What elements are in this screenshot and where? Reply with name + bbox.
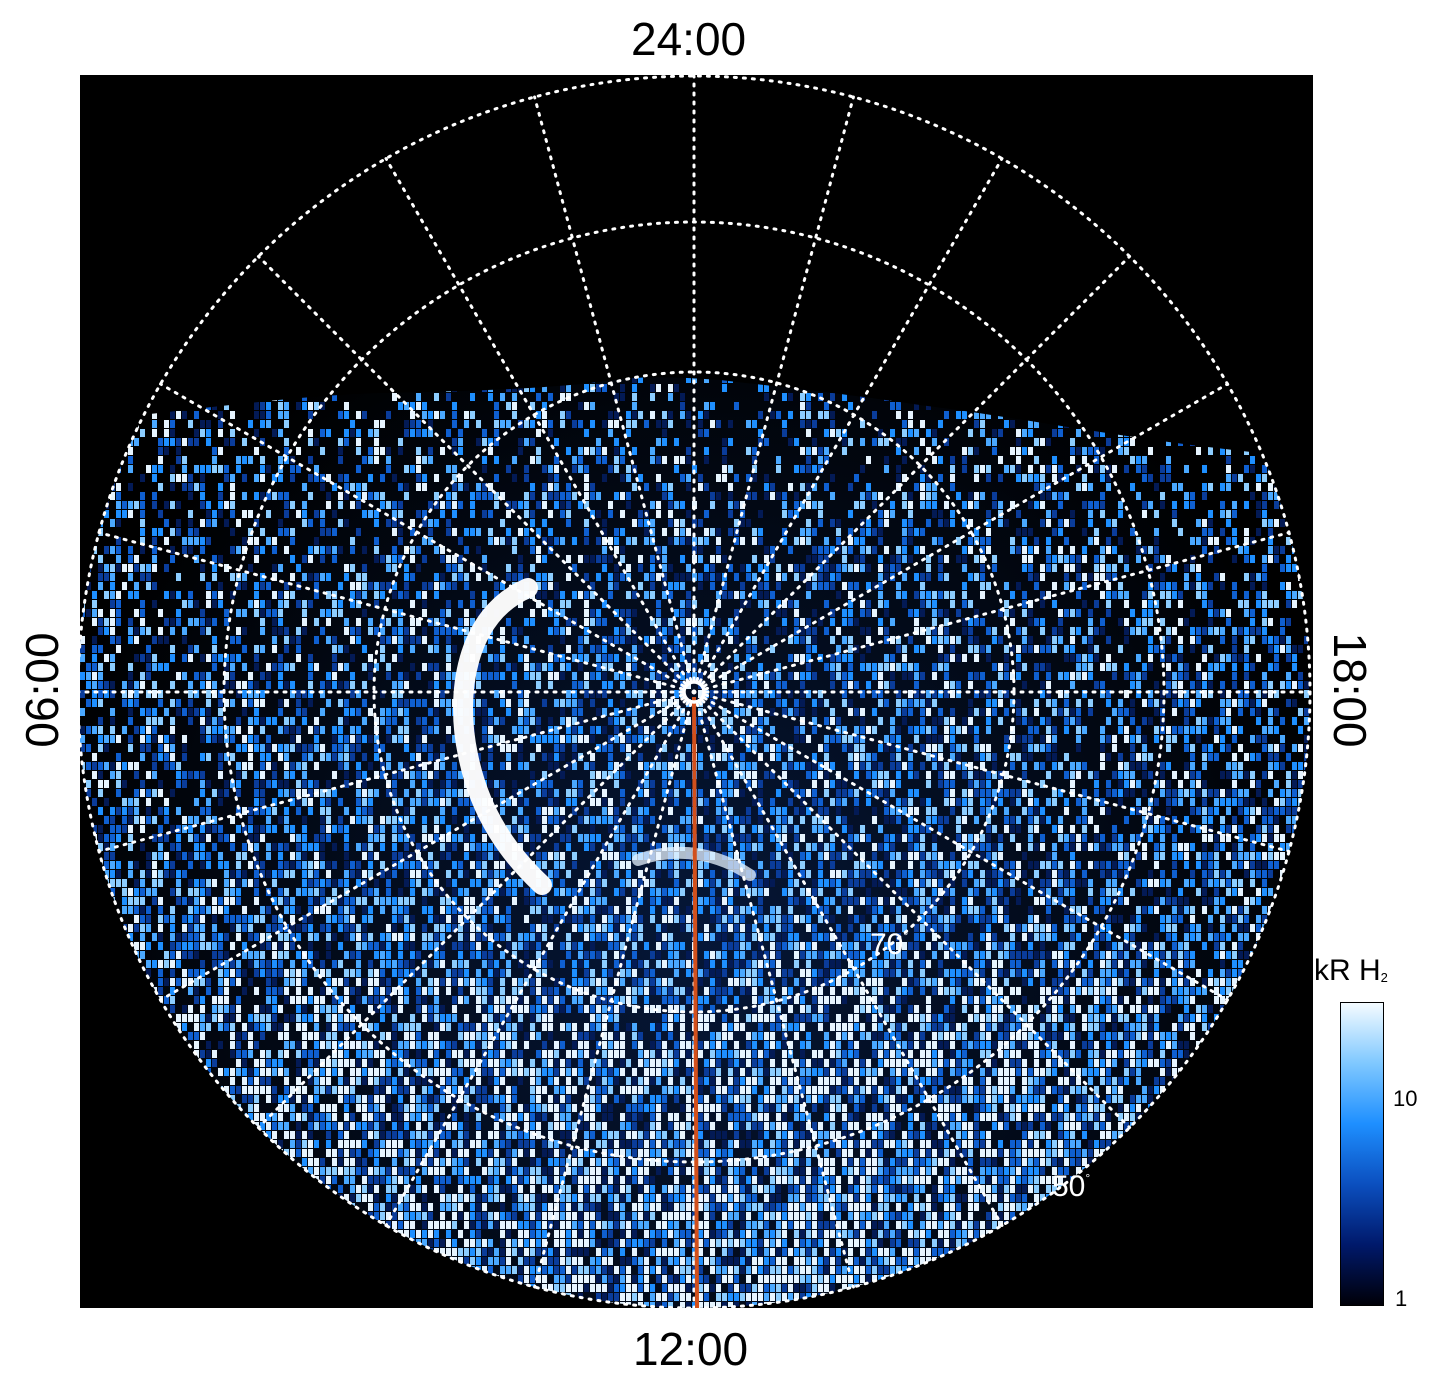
local-time-meridian [702, 696, 1229, 1002]
latitude-label-70: 70° [870, 930, 908, 960]
pole-marker [682, 680, 706, 704]
local-time-meridian [695, 95, 855, 682]
colorbar-tick-1: 1 [1395, 1286, 1408, 1311]
coordinate-grid [80, 75, 1312, 1308]
local-time-meridian [698, 157, 1004, 684]
local-time-meridian [702, 382, 1229, 688]
local-time-meridian [159, 382, 686, 688]
local-time-meridian [700, 698, 1132, 1130]
local-time-meridian [256, 698, 688, 1130]
colorbar-unit-main: kR H [1314, 954, 1381, 987]
auroral-polar-projection [80, 75, 1312, 1308]
local-time-meridian [384, 700, 690, 1227]
auroral-arc [453, 578, 552, 895]
local-time-meridian [698, 700, 1004, 1227]
local-time-meridian [533, 702, 693, 1289]
noon-meridian-line [692, 696, 699, 1308]
local-time-label-1800: 18:00 [1324, 632, 1376, 748]
local-time-meridian [700, 254, 1132, 686]
dayside-emission-patch [632, 846, 756, 881]
colorbar [1340, 1002, 1384, 1306]
local-time-meridian [256, 254, 688, 686]
local-time-label-1200: 12:00 [633, 1323, 749, 1375]
pole-marker-dot [691, 689, 697, 695]
local-time-meridian [97, 693, 684, 853]
local-time-meridian [97, 531, 684, 691]
colorbar-tick-10: 10 [1393, 1086, 1418, 1111]
latitude-label-50: 50° [1052, 1172, 1090, 1202]
local-time-meridian [704, 531, 1291, 691]
degree-symbol: ° [903, 929, 909, 943]
latitude-value-70: 70 [870, 928, 904, 961]
latitude-value-50: 50 [1052, 1170, 1086, 1203]
local-time-meridian [704, 693, 1291, 853]
local-time-meridian [533, 95, 693, 682]
local-time-label-0600: 06:00 [16, 632, 68, 748]
colorbar-unit-subscript: 2 [1380, 970, 1388, 985]
local-time-meridian [695, 702, 855, 1289]
local-time-meridian [384, 157, 690, 684]
degree-symbol: ° [1085, 1171, 1091, 1185]
local-time-meridian [159, 696, 686, 1002]
colorbar-unit-label: kR H2 [1314, 954, 1388, 988]
local-time-label-2400: 24:00 [631, 13, 747, 65]
